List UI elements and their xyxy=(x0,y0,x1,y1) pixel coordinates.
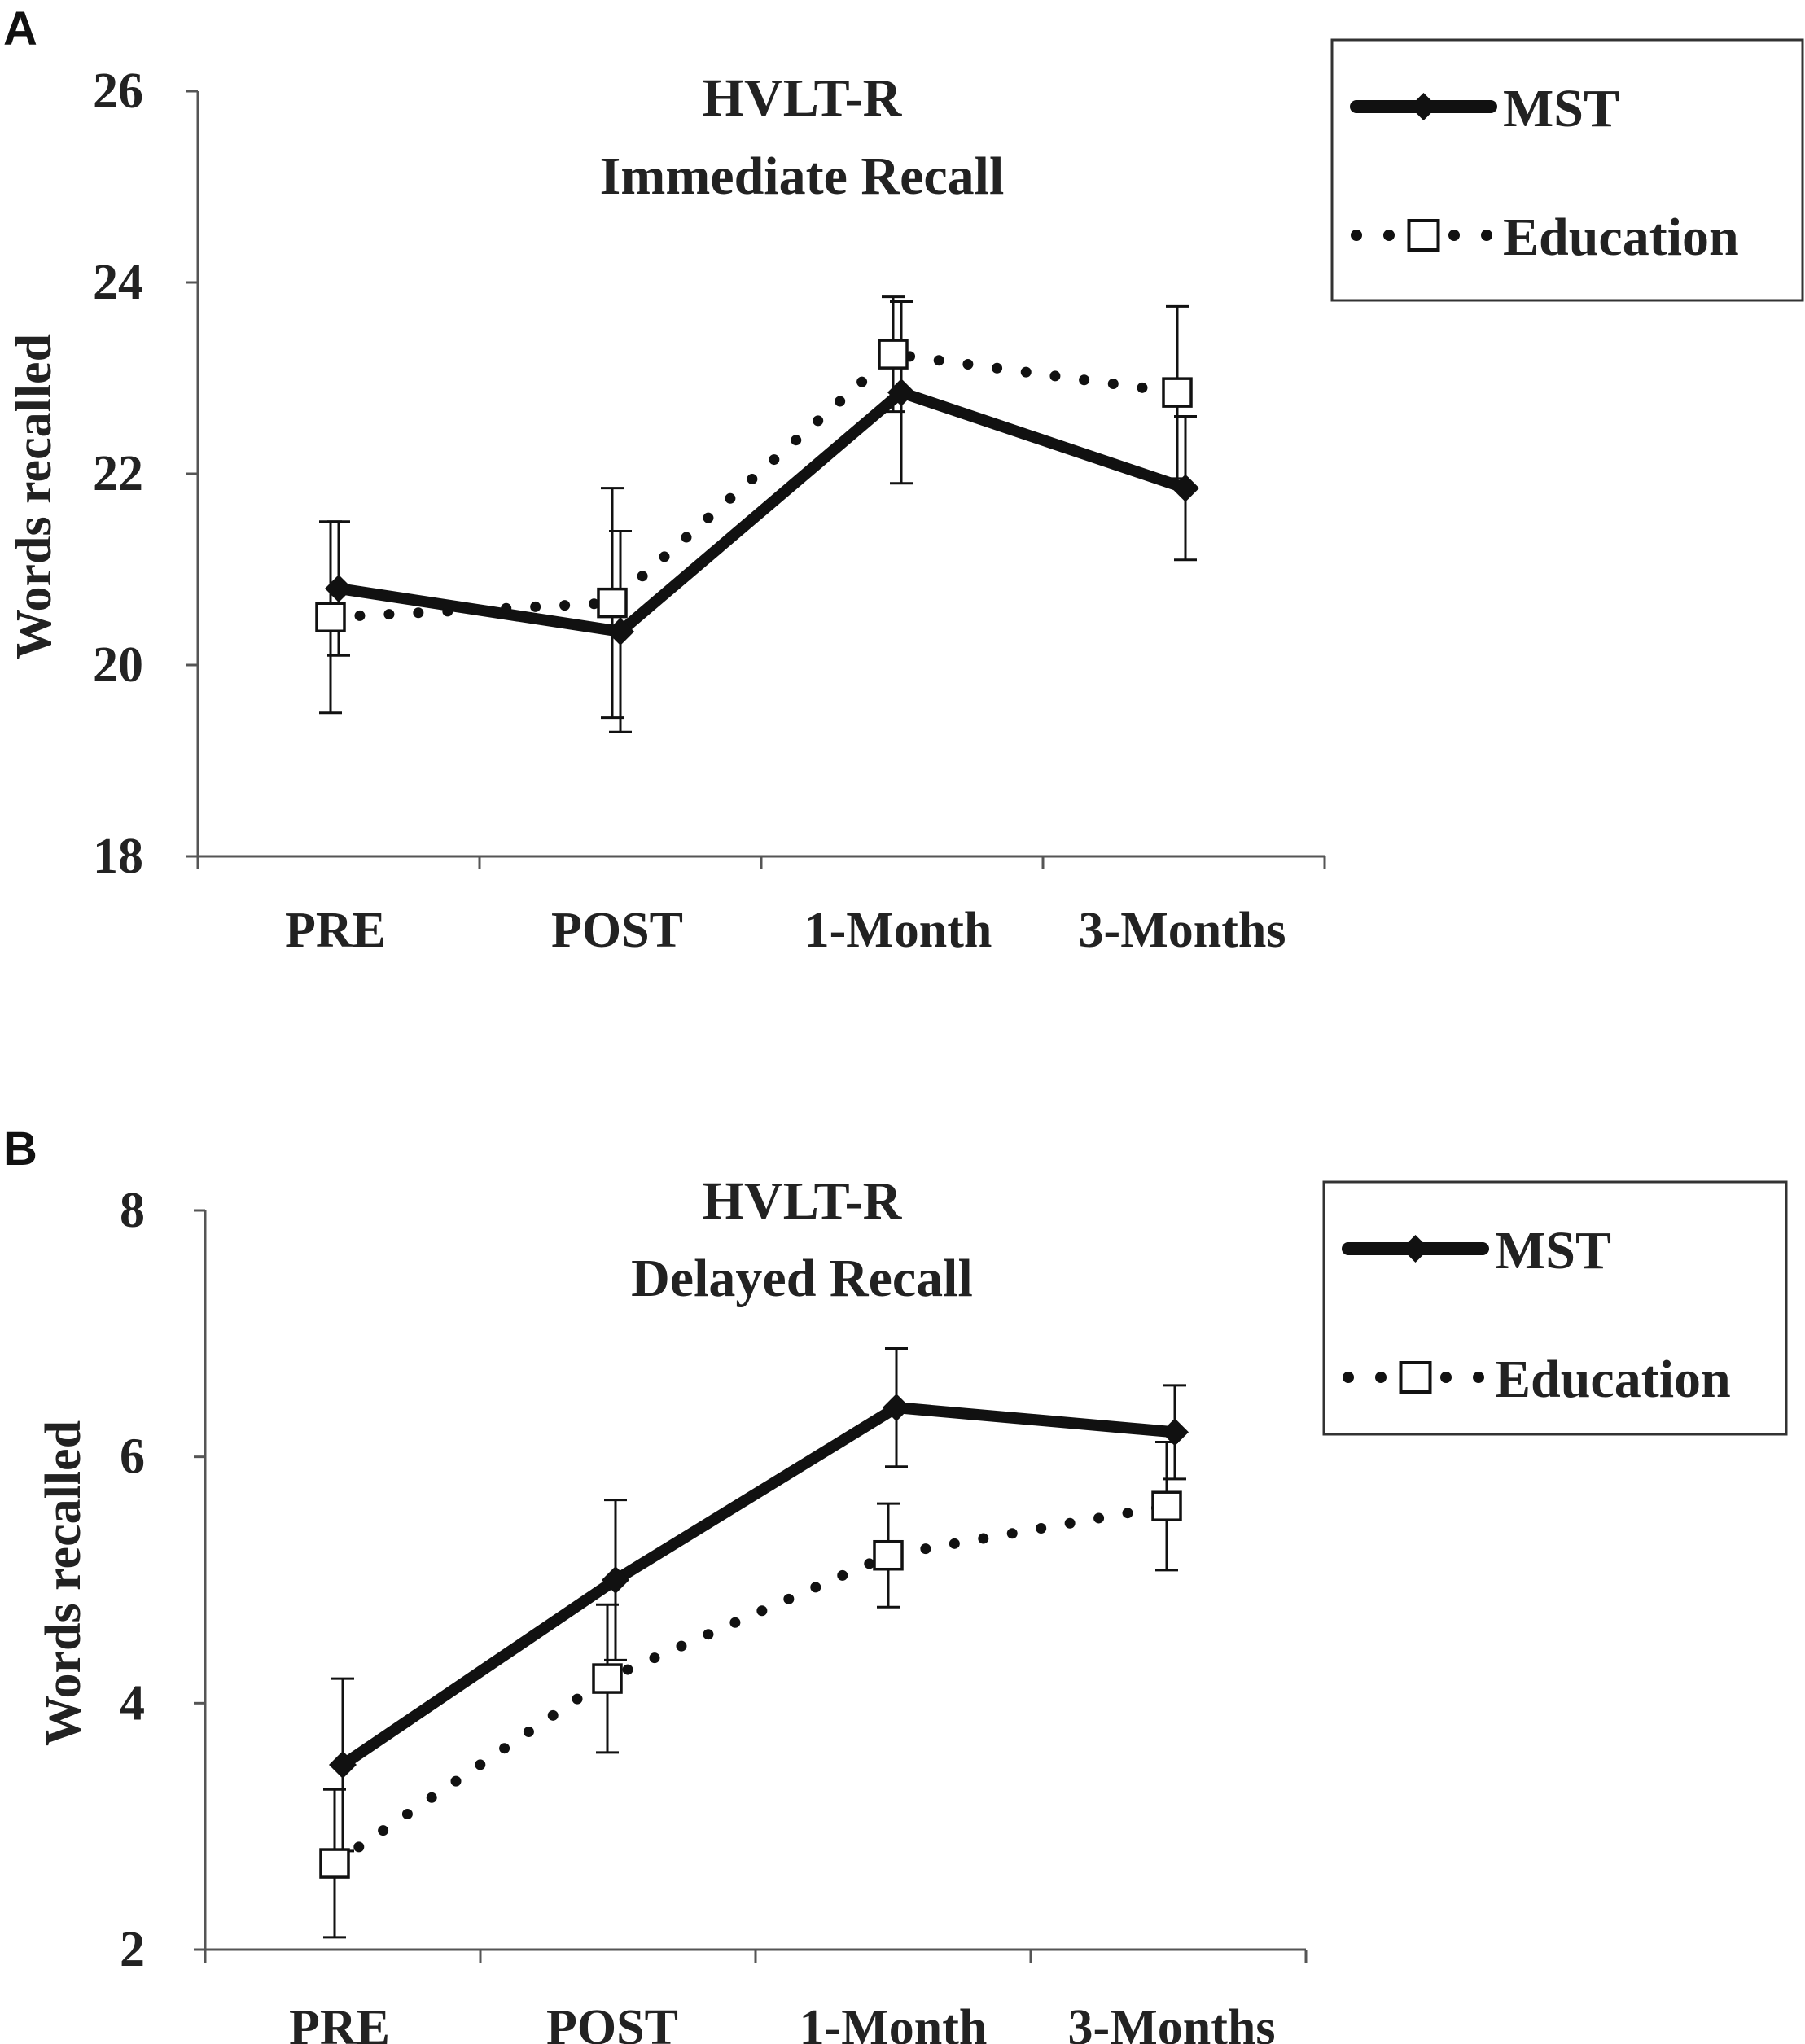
chart-title: HVLT-R xyxy=(703,1171,903,1231)
y-tick-label: 22 xyxy=(93,446,143,501)
panel-label-a: A xyxy=(3,2,37,55)
legend-box xyxy=(1330,38,1804,302)
data-point xyxy=(1162,377,1193,408)
y-tick-label: 26 xyxy=(93,63,143,119)
series-mst xyxy=(325,300,1199,733)
chart-subtitle: Delayed Recall xyxy=(631,1249,973,1308)
data-point xyxy=(325,575,353,602)
x-tick-label: 3-Months xyxy=(1079,903,1286,958)
chart-panel-a: 18 20 22 24 26 PRE POST 1-Month 3-Months HVLT-R Im… xyxy=(7,38,1804,958)
y-tick-label: 8 xyxy=(120,1183,145,1238)
legend-swatch-marker xyxy=(1409,93,1438,120)
x-tick-label: 1-Month xyxy=(804,903,992,958)
y-tick-label: 4 xyxy=(120,1675,145,1731)
y-tick-label: 24 xyxy=(93,255,143,310)
legend: MST Education xyxy=(1330,38,1804,302)
data-point xyxy=(1151,1490,1182,1521)
data-point xyxy=(602,1566,629,1594)
chart-title: HVLT-R xyxy=(703,68,903,128)
series-mst xyxy=(329,1346,1189,1853)
data-point xyxy=(319,1848,350,1879)
data-point xyxy=(597,587,628,619)
y-tick-label: 18 xyxy=(93,829,143,884)
x-tick-label: PRE xyxy=(289,2000,390,2044)
series-education xyxy=(319,1441,1182,1939)
legend-label: MST xyxy=(1495,1221,1611,1280)
panel-label-b: B xyxy=(3,1123,37,1175)
x-tick-label: 3-Months xyxy=(1068,2000,1276,2044)
series-education xyxy=(315,295,1193,720)
y-axis-label: Words recalled xyxy=(7,334,62,659)
legend-swatch-marker xyxy=(1399,1361,1432,1394)
x-tick-label: PRE xyxy=(285,903,386,958)
legend-label: Education xyxy=(1495,1350,1731,1409)
legend-label: Education xyxy=(1503,208,1739,267)
legend-swatch-marker xyxy=(1401,1235,1430,1263)
chart-subtitle: Immediate Recall xyxy=(600,147,1005,206)
legend-swatch-marker xyxy=(1407,219,1440,252)
legend-label: MST xyxy=(1503,79,1619,138)
data-point xyxy=(592,1663,623,1694)
y-axis-label: Words recalled xyxy=(36,1420,91,1746)
y-tick-label: 20 xyxy=(93,637,143,693)
series-line xyxy=(337,387,1188,637)
series-line xyxy=(325,348,1183,623)
data-point xyxy=(883,1394,910,1422)
y-tick-label: 2 xyxy=(120,1922,145,1977)
x-tick-label: 1-Month xyxy=(800,2000,988,2044)
x-tick-label: POST xyxy=(546,2000,678,2044)
data-point xyxy=(873,1539,904,1571)
data-point xyxy=(1172,474,1199,502)
y-tick-label: 6 xyxy=(120,1429,145,1485)
data-point xyxy=(1161,1418,1189,1447)
data-point xyxy=(315,602,346,632)
data-point xyxy=(878,339,909,370)
chart-panel-b: 2 4 6 8 PRE POST 1-Month 3-Months HVLT-R Delayed … xyxy=(36,1171,1788,2044)
series-line xyxy=(340,1402,1176,1770)
data-point xyxy=(329,1751,357,1779)
legend: MST Education xyxy=(1322,1180,1788,1436)
x-tick-label: POST xyxy=(551,903,683,958)
